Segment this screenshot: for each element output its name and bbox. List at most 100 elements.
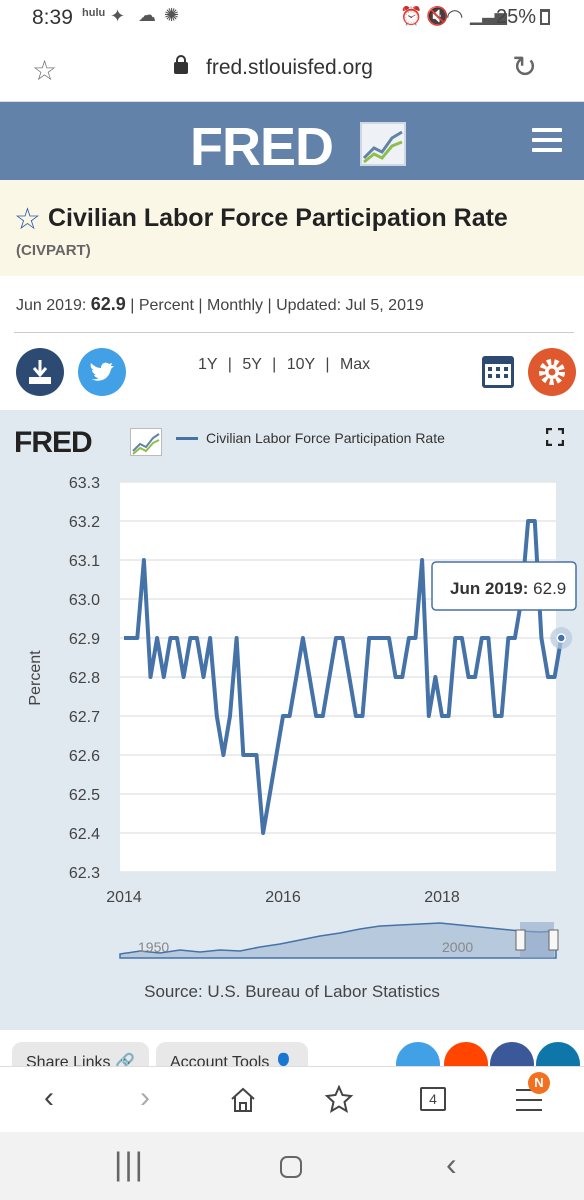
system-nav-bar: ||| ‹ — [0, 1132, 584, 1200]
home-icon[interactable] — [230, 1087, 256, 1113]
chart-fred-logo: FRED — [14, 426, 93, 459]
updated-date: Jul 5, 2019 — [345, 297, 424, 314]
legend-swatch — [176, 437, 198, 440]
calendar-icon[interactable] — [482, 356, 514, 388]
y-tick-label: 63.0 — [69, 592, 100, 609]
twitter-share-icon[interactable] — [396, 1042, 440, 1066]
twitter-share-button[interactable] — [78, 348, 126, 396]
range-separator: | — [325, 356, 330, 373]
settings-gear-button[interactable] — [528, 348, 576, 396]
sprint-notification-icon: ✺ — [164, 5, 180, 25]
svg-text:Jun 2019: 62.9: Jun 2019: 62.9 — [450, 579, 566, 598]
battery-percent: 25% — [496, 6, 537, 28]
reddit-share-icon[interactable] — [444, 1042, 488, 1066]
wifi-icon: ◠ — [446, 6, 464, 28]
tabs-icon[interactable]: 4 — [420, 1087, 446, 1111]
signal-icon: ▁▃▅ — [470, 8, 507, 25]
cloud-notification-icon: ☁ — [138, 5, 156, 25]
share-links-button[interactable]: Share Links 🔗 — [12, 1042, 149, 1066]
y-tick-label: 62.3 — [69, 865, 100, 882]
navigator-handle-left[interactable] — [515, 929, 526, 951]
series-code: (CIVPART) — [16, 242, 91, 259]
twitter-icon — [90, 362, 114, 381]
notification-hulu: hulu — [82, 7, 106, 19]
y-tick-label: 62.8 — [69, 670, 100, 687]
series-meta: Jun 2019: 62.9 | Percent | Monthly | Upd… — [16, 294, 424, 315]
download-button[interactable] — [16, 348, 64, 396]
menu-icon[interactable] — [516, 1089, 542, 1111]
y-tick-label: 62.6 — [69, 748, 100, 765]
facebook-share-icon[interactable] — [490, 1042, 534, 1066]
date-range-selector: 1Y | 5Y | 10Y | Max — [198, 356, 370, 374]
url-text[interactable]: fred.stlouisfed.org — [206, 56, 373, 79]
y-tick-label: 62.7 — [69, 709, 100, 726]
link-icon: 🔗 — [114, 1054, 135, 1066]
twitter-notification-icon: ✦ — [110, 6, 126, 26]
page-title: Civilian Labor Force Participation Rate — [48, 204, 508, 232]
download-icon — [29, 360, 51, 384]
share-links-label: Share Links — [26, 1054, 111, 1066]
hamburger-menu-icon[interactable] — [532, 128, 562, 152]
range-5y[interactable]: 5Y — [242, 356, 262, 373]
y-tick-label: 62.9 — [69, 631, 100, 648]
series-units: | Percent | Monthly | Updated: — [130, 297, 342, 314]
browser-url-bar: ☆ fred.stlouisfed.org ↻ — [0, 36, 584, 102]
y-tick-label: 63.2 — [69, 514, 100, 531]
status-time: 8:39 — [32, 6, 73, 29]
y-tick-label: 63.3 — [69, 475, 100, 492]
x-tick-label: 2018 — [424, 889, 460, 906]
tooltip-value: 62.9 — [533, 579, 566, 598]
navigator-selection — [520, 922, 554, 958]
navigator-label-2000: 2000 — [442, 939, 473, 955]
series-line — [124, 519, 564, 835]
home-button-icon[interactable] — [280, 1156, 302, 1178]
fred-header: FRED — [0, 102, 584, 180]
tooltip-date: Jun 2019: — [450, 579, 528, 598]
status-bar: 8:39 hulu ✦ ☁ ✺ ⏰🔇 ◠ ▁▃▅ 25% — [0, 0, 584, 36]
y-tick-label: 62.4 — [69, 826, 100, 843]
status-icons: ⏰🔇 — [400, 6, 453, 26]
range-separator: | — [227, 356, 232, 373]
linkedin-share-icon[interactable] — [536, 1042, 580, 1066]
hover-point — [556, 633, 566, 643]
range-max[interactable]: Max — [339, 356, 371, 373]
bookmark-star-icon[interactable]: ☆ — [32, 55, 58, 86]
latest-date: Jun 2019: — [16, 297, 87, 314]
y-tick-label: 62.5 — [69, 787, 100, 804]
expand-icon[interactable] — [546, 428, 564, 446]
range-separator: | — [272, 356, 277, 373]
y-axis-label: Percent — [27, 650, 44, 706]
navigator-handle-right[interactable] — [548, 929, 559, 951]
series-title-box: ☆ Civilian Labor Force Participation Rat… — [0, 180, 584, 276]
battery-icon — [540, 9, 550, 25]
back-icon[interactable]: ‹ — [44, 1081, 54, 1114]
reload-icon[interactable]: ↻ — [512, 51, 538, 84]
forward-icon[interactable]: › — [140, 1081, 150, 1114]
gear-icon — [539, 359, 565, 385]
x-tick-label: 2014 — [106, 889, 142, 906]
fred-logo-chart-icon — [360, 122, 406, 166]
range-1y[interactable]: 1Y — [198, 356, 218, 373]
chart-logo-icon — [130, 428, 162, 456]
browser-bottom-nav: ‹ › 4 — [0, 1066, 584, 1132]
range-10y[interactable]: 10Y — [286, 356, 315, 373]
chart-panel: FRED Civilian Labor Force Participation … — [0, 410, 584, 1030]
favorite-star-icon[interactable]: ☆ — [14, 203, 41, 236]
chart-source: Source: U.S. Bureau of Labor Statistics — [144, 982, 440, 1001]
recent-apps-icon[interactable]: ||| — [114, 1146, 145, 1182]
bookmarks-icon[interactable] — [324, 1085, 354, 1115]
tabs-count: 4 — [429, 1091, 437, 1107]
share-row: Share Links 🔗 Account Tools 👤 — [0, 1030, 584, 1066]
system-back-icon[interactable]: ‹ — [446, 1146, 457, 1182]
user-icon: 👤 — [273, 1054, 294, 1066]
lock-icon — [174, 55, 188, 74]
legend-series-name: Civilian Labor Force Participation Rate — [206, 430, 445, 446]
navigator-label-1950: 1950 — [138, 939, 169, 955]
notification-badge: N — [528, 1072, 550, 1094]
fred-logo[interactable]: FRED — [190, 117, 334, 177]
y-tick-label: 63.1 — [69, 553, 100, 570]
tooltip: Jun 2019: 62.9 — [431, 561, 577, 611]
x-tick-label: 2016 — [265, 889, 301, 906]
account-tools-button[interactable]: Account Tools 👤 — [156, 1042, 308, 1066]
line-chart[interactable]: 63.3 63.2 63.1 63.0 62.9 62.8 62.7 62.6 62.5 62.4… — [0, 410, 584, 980]
